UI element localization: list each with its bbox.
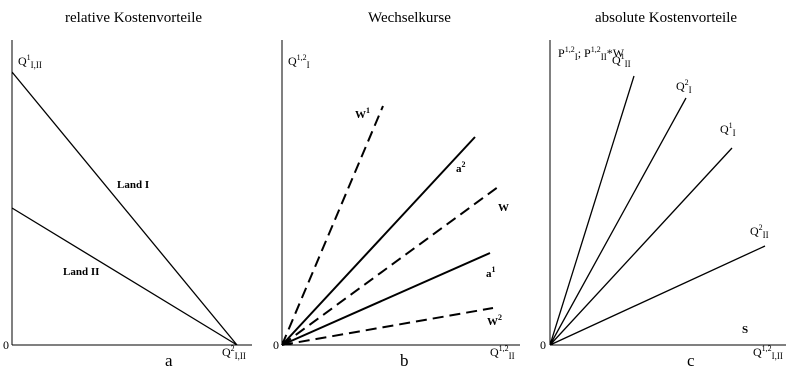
a2-line <box>281 136 476 346</box>
land-1-label: Land I <box>117 179 149 191</box>
panel-a-origin: 0 <box>3 338 9 352</box>
q-i-2-line <box>549 97 687 346</box>
panel-c: absolute Kostenvorteile P1,2I; P1,2II*W … <box>540 10 786 370</box>
s-label: S <box>742 324 748 336</box>
panel-c-letter: c <box>687 351 695 370</box>
panel-b-letter: b <box>400 351 409 370</box>
w1-label: W1 <box>355 106 370 121</box>
land-2-line <box>11 207 238 346</box>
land-2-label: Land II <box>63 266 99 278</box>
panel-c-x-axis-label: Q1,2I,II <box>753 344 783 361</box>
q-ii-1-line <box>549 75 635 346</box>
w2-label: W2 <box>487 313 502 328</box>
panel-b-origin: 0 <box>273 338 279 352</box>
q-ii-1-label: Q1II <box>612 52 631 69</box>
panel-b-x-axis-label: Q1,2II <box>490 344 515 361</box>
land-1-line <box>11 71 238 346</box>
panel-b-title: Wechselkurse <box>368 10 451 26</box>
a1-label: a1 <box>486 265 496 280</box>
panel-c-y-axis-label: P1,2I; P1,2II*W <box>558 45 625 62</box>
panel-a-title: relative Kostenvorteile <box>65 10 202 26</box>
panel-a-letter: a <box>165 351 173 370</box>
panel-a-y-axis-label: Q1I,II <box>18 53 42 70</box>
w2-line <box>281 307 494 346</box>
a1-line <box>281 252 491 346</box>
panel-a: relative Kostenvorteile Q1I,II Land I La… <box>3 10 252 370</box>
w1-line <box>281 105 384 346</box>
panel-c-title: absolute Kostenvorteile <box>595 10 737 26</box>
q-i-1-line <box>549 147 733 346</box>
q-i-1-label: Q1I <box>720 121 736 138</box>
panel-b: Wechselkurse Q1,2I W1 a2 W a1 W2 0 Q1,2I… <box>273 10 520 370</box>
panel-a-x-axis-label: Q2I,II <box>222 344 246 361</box>
q-ii-2-label: Q2II <box>750 223 769 240</box>
w-label: W <box>498 202 509 214</box>
q-ii-2-line <box>549 245 766 346</box>
w-line <box>281 186 499 346</box>
panel-b-y-axis-label: Q1,2I <box>288 53 310 70</box>
a2-label: a2 <box>456 160 466 175</box>
panel-c-origin: 0 <box>540 338 546 352</box>
q-i-2-label: Q2I <box>676 78 692 95</box>
